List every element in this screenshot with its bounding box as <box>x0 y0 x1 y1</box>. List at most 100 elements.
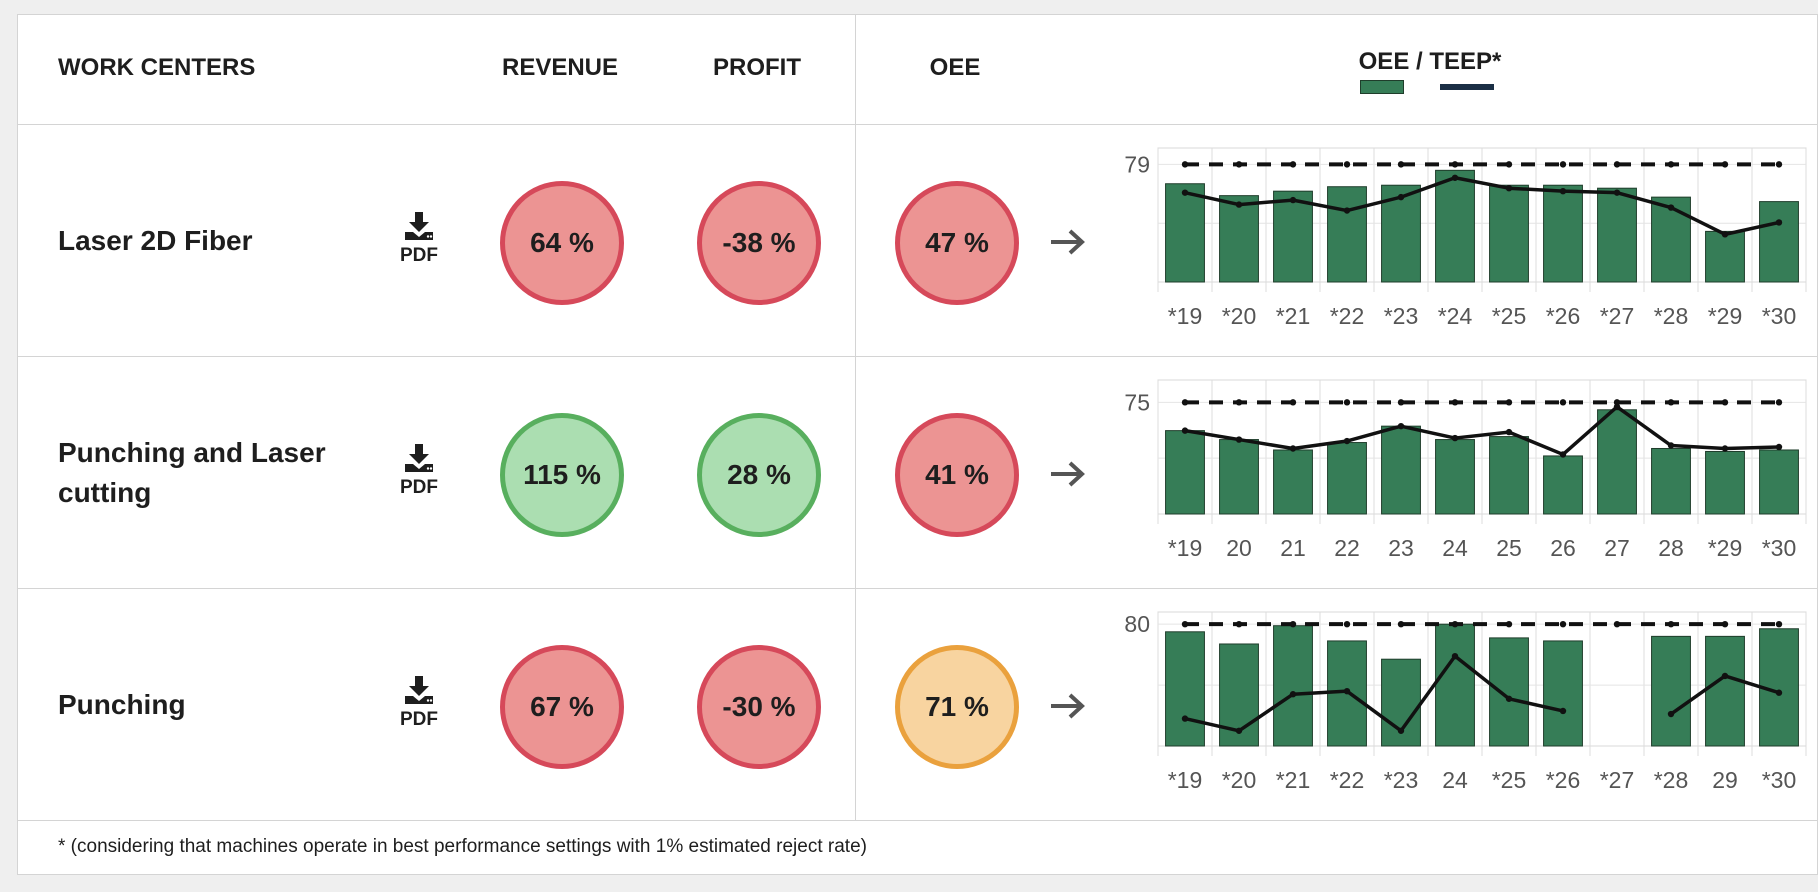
oee-bar <box>1489 184 1529 283</box>
profit-badge: -30 % <box>697 645 821 769</box>
pdf-label: PDF <box>400 245 438 266</box>
oee-point <box>1505 695 1513 702</box>
arrow-right-icon <box>1048 691 1088 726</box>
legend-oee-swatch <box>1360 80 1404 94</box>
oee-point <box>1721 445 1729 452</box>
oee-point <box>1721 672 1729 680</box>
x-tick-label: *30 <box>1762 535 1797 561</box>
oee-bar <box>1543 455 1583 515</box>
oee-teep-chart: 75 *19 20 21 22 23 24 25 26 27 28 *29 *30 <box>1124 379 1807 561</box>
row-divider-3 <box>17 820 1818 821</box>
x-tick-label: 28 <box>1658 535 1684 561</box>
oee-bar <box>1705 635 1745 747</box>
teep-point <box>1775 399 1783 406</box>
teep-point <box>1181 399 1189 406</box>
oee-point <box>1181 427 1189 434</box>
profit-badge: 28 % <box>697 413 821 537</box>
oee-bar <box>1705 230 1745 283</box>
teep-point <box>1559 620 1567 628</box>
teep-point <box>1343 620 1351 628</box>
oee-bar <box>1543 184 1583 283</box>
x-tick-label: *26 <box>1546 767 1581 793</box>
pdf-label: PDF <box>400 477 438 498</box>
x-tick-label: *29 <box>1708 303 1743 329</box>
y-tick-label: 80 <box>1124 611 1150 637</box>
teep-point <box>1721 399 1729 406</box>
header-revenue: REVENUE <box>501 54 619 81</box>
x-tick-label: 22 <box>1334 535 1360 561</box>
x-tick-label: *28 <box>1654 767 1689 793</box>
oee-point <box>1451 652 1459 660</box>
pdf-download-button[interactable]: PDF <box>396 674 442 731</box>
oee-point <box>1397 193 1405 201</box>
oee-bar <box>1435 439 1475 515</box>
teep-point <box>1397 399 1405 406</box>
oee-bar <box>1489 637 1529 747</box>
oee-bar <box>1219 439 1259 515</box>
oee-bar <box>1705 450 1745 515</box>
column-divider <box>855 14 856 820</box>
teep-point <box>1235 620 1243 628</box>
teep-point <box>1667 399 1675 406</box>
row-divider-1 <box>17 356 1818 357</box>
legend-title: OEE / TEEP* <box>1358 48 1502 75</box>
oee-bar <box>1651 447 1691 515</box>
oee-bar <box>1273 190 1313 283</box>
oee-teep-chart: 79 *19 *20 *21 *22 *23 *24 *25 *26 *27 *28 *29 *30 <box>1124 147 1807 329</box>
oee-badge: 47 % <box>895 181 1019 305</box>
arrow-right-icon <box>1048 459 1088 494</box>
oee-point <box>1451 174 1459 181</box>
oee-point <box>1775 443 1783 451</box>
oee-bar <box>1273 625 1313 747</box>
oee-bar <box>1435 169 1475 283</box>
x-tick-label: *26 <box>1546 303 1581 329</box>
teep-point <box>1289 399 1297 406</box>
oee-point <box>1235 201 1243 208</box>
row-name-laser-2d-fiber: Laser 2D Fiber <box>58 225 253 256</box>
x-tick-label: *28 <box>1654 303 1689 329</box>
oee-point <box>1667 710 1675 718</box>
teep-point <box>1451 161 1459 168</box>
x-tick-label: *25 <box>1492 303 1527 329</box>
teep-point <box>1505 161 1513 168</box>
header-work-centers: WORK CENTERS <box>58 54 256 81</box>
oee-bar <box>1651 196 1691 283</box>
x-tick-label: 21 <box>1280 535 1306 561</box>
oee-point <box>1289 445 1297 452</box>
oee-bar <box>1597 409 1637 515</box>
oee-point <box>1505 428 1513 436</box>
teep-point <box>1775 620 1783 628</box>
x-tick-label: 25 <box>1496 535 1522 561</box>
x-tick-label: *27 <box>1600 767 1635 793</box>
oee-trend-line <box>1184 176 1780 237</box>
oee-bar <box>1273 449 1313 515</box>
oee-bar <box>1759 449 1799 515</box>
teep-point <box>1775 161 1783 168</box>
row-name-punching-and-laser-cutting: Punching and Laser cutting <box>58 437 326 508</box>
pdf-download-button[interactable]: PDF <box>396 442 442 499</box>
oee-point <box>1613 403 1621 410</box>
row-name-punching: Punching <box>58 689 186 720</box>
header-oee: OEE <box>929 54 981 81</box>
x-tick-label: 27 <box>1604 535 1630 561</box>
oee-point <box>1559 707 1567 715</box>
x-tick-label: *23 <box>1384 767 1419 793</box>
oee-bar <box>1597 187 1637 283</box>
teep-point <box>1667 620 1675 628</box>
x-tick-label: 24 <box>1442 767 1468 793</box>
oee-bar <box>1327 186 1367 283</box>
oee-trend-line <box>1184 654 1564 733</box>
teep-point <box>1451 399 1459 406</box>
pdf-download-button[interactable]: PDF <box>396 210 442 267</box>
oee-bar <box>1165 183 1205 283</box>
teep-point <box>1235 399 1243 406</box>
x-tick-label: *19 <box>1168 535 1203 561</box>
oee-point <box>1667 204 1675 211</box>
teep-point <box>1181 620 1189 628</box>
oee-bar <box>1651 635 1691 747</box>
pdf-label: PDF <box>400 709 438 730</box>
teep-point <box>1289 620 1297 628</box>
oee-bar <box>1435 623 1475 747</box>
oee-point <box>1235 436 1243 443</box>
oee-point <box>1613 189 1621 196</box>
